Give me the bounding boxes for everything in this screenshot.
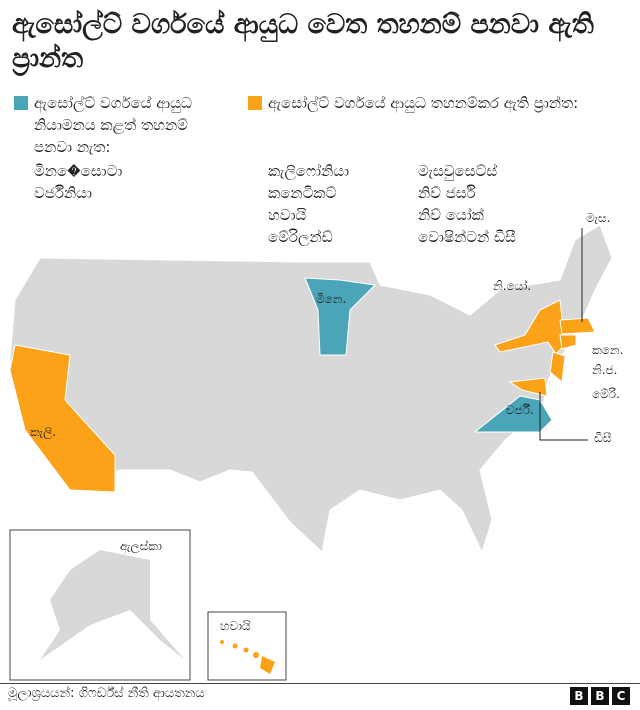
state-item: කැලිෆෝනියා [268, 162, 350, 180]
legend-no-ban: ඇසෝල්ට් වර්ගයේ ආයුධ නියාමනය කළත් තහනම් ප… [14, 92, 224, 158]
legend-ban-label: ඇසෝල්ට් වර්ගයේ ආයුධ තහනම්කර ඇති ප්‍රාන්ත… [268, 94, 579, 112]
no-ban-list: මින�ෙසොටා වර්ජීනියා [34, 160, 122, 204]
label-hi: හවායි [220, 619, 251, 633]
ban-list-col1: කැලිෆෝනියා කනෙටිකට් හවායි මේරිලන්ඩ් [268, 160, 349, 248]
state-alaska [40, 550, 185, 660]
label-nj: නි.ජ. [592, 363, 618, 377]
label-ny: නි.යෝ. [493, 279, 531, 293]
logo-letter: B [591, 687, 609, 705]
state-minnesota [304, 277, 377, 356]
state-item: හවායි [268, 206, 307, 224]
teal-swatch [14, 96, 28, 110]
label-mn: මිනෙ. [316, 292, 346, 306]
state-virginia [473, 395, 553, 433]
source-text: මූලාශ්‍රයයන්: ගිෆර්ඩ්ස් නීති ආයතනය [8, 686, 205, 701]
state-item: වර්ජීනියා [34, 184, 92, 202]
ban-list-col2: මැසචුසෙට්ස් නිව් ජර්සි නිව් යෝක් වොෂින්ට… [418, 160, 516, 248]
orange-swatch [248, 96, 262, 110]
label-dc: ඩීසී [594, 431, 612, 445]
state-hawaii [220, 640, 275, 674]
lower48-base [9, 224, 613, 554]
hawaii-inset [207, 611, 287, 681]
bbc-logo: B B C [570, 687, 630, 705]
state-item: වොෂින්ටන් ඩීසී [418, 228, 516, 246]
state-massachusetts [559, 317, 596, 335]
state-item: මේරිලන්ඩ් [268, 228, 333, 246]
page-title: ඇසෝල්ට් වර්ගයේ ආයුධ වෙත තහනම් පනවා ඇති ප… [12, 9, 594, 74]
state-maryland [508, 377, 548, 397]
state-california [9, 344, 116, 493]
state-new-jersey [549, 351, 566, 383]
label-ca: කැලි. [30, 425, 56, 440]
footer: මූලාශ්‍රයයන්: ගිෆර්ඩ්ස් නීති ආයතනය B B C [0, 683, 640, 705]
legend-ban: ඇසෝල්ට් වර්ගයේ ආයුධ තහනම්කර ඇති ප්‍රාන්ත… [248, 92, 638, 114]
label-ma: මැස. [586, 211, 610, 225]
legend-no-ban-label: ඇසෝල්ට් වර්ගයේ ආයුධ නියාමනය කළත් තහනම් ප… [34, 94, 193, 156]
label-ct: කනෙ. [592, 343, 623, 357]
us-map: මිනෙ. නි.යෝ. මැස. කනෙ. නි.ජ. මේරි. වර්ජී… [9, 211, 623, 681]
state-item: නිව් ජර්සි [418, 184, 476, 202]
label-ak: ඇලස්කා [120, 539, 162, 554]
label-md: මේරි. [592, 387, 620, 401]
state-item: කනෙටිකට් [268, 184, 337, 202]
state-connecticut [559, 334, 577, 350]
state-item: මැසචුසෙට්ස් [418, 162, 498, 180]
state-item: නිව් යෝක් [418, 206, 484, 224]
leader-dc [539, 392, 588, 441]
logo-letter: C [612, 687, 630, 705]
logo-letter: B [570, 687, 588, 705]
state-item: මින�ෙසොටා [34, 162, 123, 180]
label-va: වර්ජී. [506, 403, 534, 417]
